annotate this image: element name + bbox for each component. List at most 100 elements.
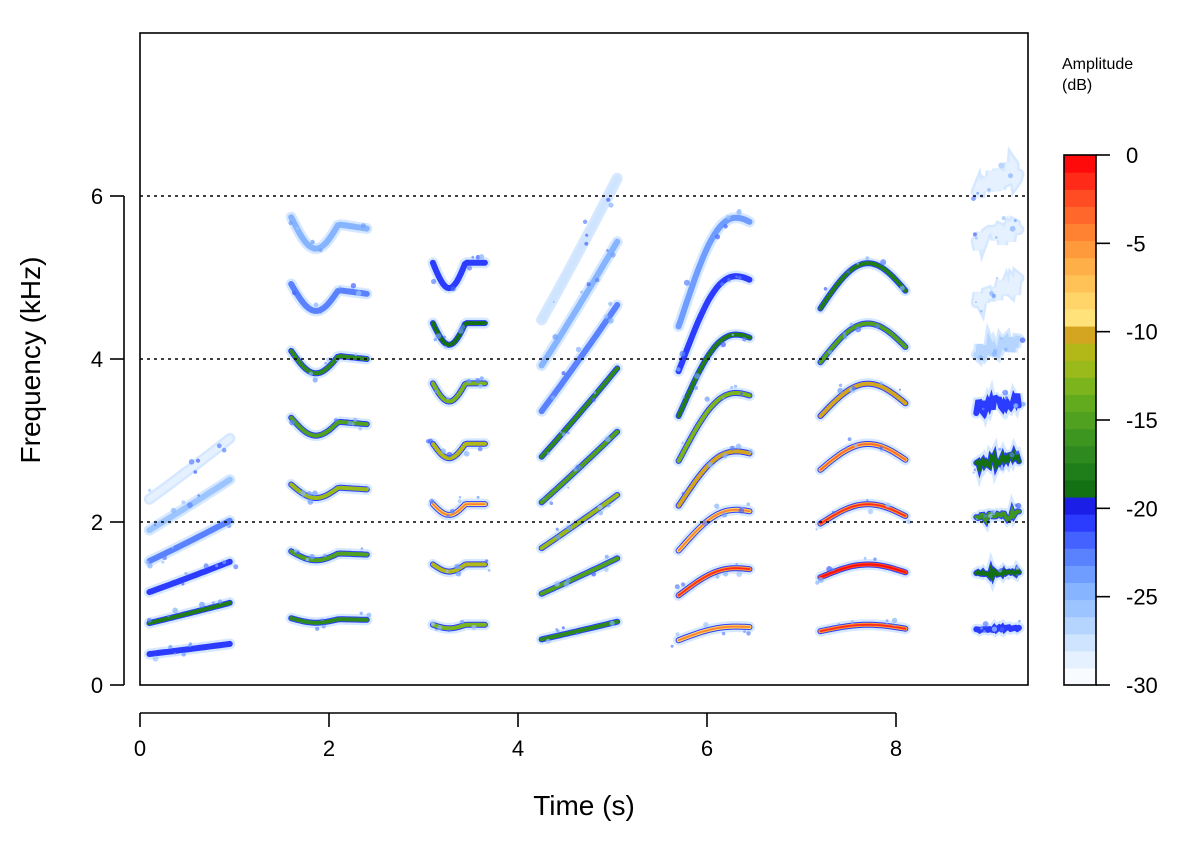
noise-speck bbox=[292, 290, 297, 296]
noise-speck bbox=[893, 624, 896, 627]
harmonic-core bbox=[430, 562, 487, 574]
noise-speck bbox=[867, 508, 874, 515]
harmonic-band bbox=[538, 238, 621, 369]
harmonic-core bbox=[539, 619, 620, 642]
noise-speck bbox=[173, 652, 177, 655]
x-axis: 0 2 4 6 8 bbox=[134, 712, 902, 761]
noise-speck bbox=[609, 620, 615, 626]
noise-speck bbox=[721, 631, 726, 636]
noise-speck bbox=[162, 555, 167, 561]
noise-speck bbox=[735, 563, 738, 566]
noise-speck bbox=[203, 563, 209, 569]
colorbar-segment bbox=[1064, 582, 1096, 601]
noise-speck bbox=[312, 490, 318, 497]
noise-speck bbox=[731, 333, 734, 337]
noise-speck bbox=[1008, 173, 1013, 179]
noise-speck bbox=[181, 500, 186, 505]
noise-speck bbox=[353, 417, 358, 422]
noise-speck bbox=[427, 438, 434, 444]
colorbar-segment bbox=[1064, 223, 1096, 242]
noise-speck bbox=[598, 510, 604, 516]
y-tick-label: 2 bbox=[91, 510, 103, 535]
noise-speck bbox=[837, 387, 843, 394]
colorbar-segment bbox=[1064, 650, 1096, 669]
noise-speck bbox=[682, 395, 685, 399]
noise-speck bbox=[1009, 452, 1015, 458]
noise-speck bbox=[288, 220, 293, 226]
noise-speck bbox=[972, 232, 977, 237]
noise-speck bbox=[1014, 450, 1020, 455]
colorbar-segment bbox=[1064, 531, 1096, 549]
noise-speck bbox=[586, 282, 591, 287]
noise-speck bbox=[714, 503, 720, 509]
noise-speck bbox=[1019, 337, 1026, 344]
noise-speck bbox=[181, 652, 186, 657]
noise-speck bbox=[679, 350, 686, 357]
harmonic-band bbox=[973, 218, 1022, 254]
noise-speck bbox=[300, 490, 306, 496]
harmonic-core bbox=[539, 556, 620, 596]
noise-speck bbox=[429, 498, 435, 504]
noise-speck bbox=[865, 256, 870, 260]
colorbar-segment bbox=[1064, 428, 1096, 447]
noise-speck bbox=[233, 564, 239, 570]
colorbar-segment bbox=[1064, 599, 1096, 618]
noise-speck bbox=[321, 624, 326, 629]
colorbar-segment bbox=[1064, 325, 1096, 344]
colorbar-segment bbox=[1064, 548, 1096, 566]
colorbar-segment bbox=[1064, 514, 1096, 532]
noise-speck bbox=[476, 495, 480, 499]
noise-speck bbox=[983, 514, 987, 518]
noise-speck bbox=[440, 448, 446, 454]
harmonic-core bbox=[289, 549, 369, 563]
colorbar-segment bbox=[1064, 257, 1096, 276]
noise-speck bbox=[188, 459, 195, 465]
noise-speck bbox=[694, 386, 698, 390]
noise-speck bbox=[459, 566, 462, 570]
noise-speck bbox=[550, 395, 555, 400]
noise-speck bbox=[735, 443, 742, 450]
noise-speck bbox=[561, 432, 566, 437]
noise-speck bbox=[310, 239, 315, 245]
harmonic-peak bbox=[819, 503, 907, 525]
colorbar-segment bbox=[1064, 462, 1096, 481]
noise-speck bbox=[188, 643, 192, 648]
noise-speck bbox=[899, 285, 905, 291]
harmonic-band bbox=[146, 640, 233, 657]
colorbar-segment bbox=[1064, 308, 1096, 327]
noise-speck bbox=[828, 350, 833, 355]
noise-speck bbox=[170, 507, 177, 513]
noise-speck bbox=[460, 324, 466, 330]
colorbar-segment bbox=[1064, 360, 1096, 378]
noise-speck bbox=[563, 581, 570, 587]
noise-speck bbox=[849, 322, 854, 327]
colorbar-segment bbox=[1064, 394, 1096, 413]
plot-frame bbox=[139, 32, 1029, 686]
noise-speck bbox=[171, 546, 174, 549]
colorbar-segment bbox=[1064, 565, 1096, 584]
noise-speck bbox=[980, 309, 983, 313]
colorbar-segment bbox=[1064, 291, 1096, 310]
harmonic-core bbox=[676, 449, 752, 508]
noise-speck bbox=[347, 420, 352, 426]
noise-speck bbox=[216, 443, 222, 449]
harmonic-band bbox=[538, 302, 621, 415]
harmonic-core bbox=[147, 600, 232, 626]
call-2 bbox=[285, 211, 373, 631]
colorbar-tick-label: -10 bbox=[1126, 320, 1158, 345]
harmonic-band bbox=[973, 270, 1022, 315]
noise-speck bbox=[467, 265, 472, 271]
noise-speck bbox=[575, 346, 582, 353]
noise-speck bbox=[591, 397, 596, 402]
y-axis-title: Frequency (kHz) bbox=[15, 257, 46, 464]
noise-speck bbox=[976, 191, 980, 195]
noise-speck bbox=[559, 430, 562, 434]
harmonic-peak bbox=[677, 508, 751, 552]
noise-speck bbox=[187, 502, 193, 508]
noise-speck bbox=[227, 523, 232, 529]
colorbar-tick-label: -15 bbox=[1126, 408, 1158, 433]
noise-speck bbox=[730, 386, 734, 389]
noise-speck bbox=[546, 451, 550, 455]
noise-speck bbox=[195, 458, 201, 463]
noise-speck bbox=[450, 286, 456, 292]
